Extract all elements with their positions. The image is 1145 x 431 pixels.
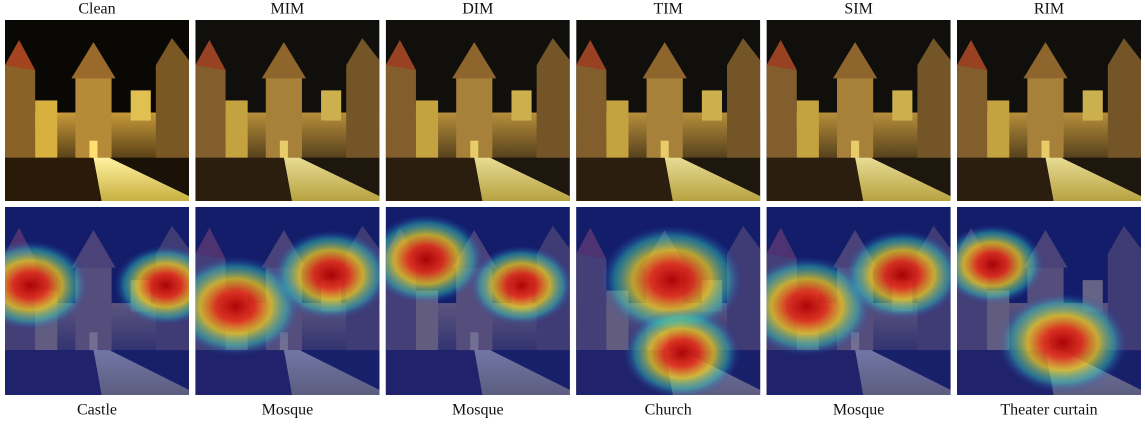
- page: Clean Castle MIM Mosque DIM Mosque TIM Church SI…: [0, 0, 1145, 426]
- predicted-label: Mosque: [833, 402, 885, 419]
- attention-heatmap: [940, 207, 1141, 395]
- column-title: RIM: [1034, 1, 1064, 18]
- predicted-label: Mosque: [452, 402, 504, 419]
- predicted-label: Castle: [77, 402, 117, 419]
- attention-heatmap: [368, 207, 574, 395]
- column-title: MIM: [271, 1, 305, 18]
- attention-heatmap: [576, 207, 760, 398]
- adversarial-image: [576, 20, 760, 201]
- adversarial-image: [957, 20, 1141, 201]
- attention-heatmap: [742, 207, 961, 395]
- column-title: DIM: [462, 1, 493, 18]
- figure: Clean Castle MIM Mosque DIM Mosque TIM Church SI…: [0, 0, 1145, 426]
- predicted-label: Church: [645, 402, 692, 419]
- adversarial-image: [386, 20, 570, 201]
- attention-heatmap: [171, 207, 390, 395]
- predicted-label: Theater curtain: [1000, 402, 1097, 419]
- column-title: TIM: [654, 1, 683, 18]
- adversarial-image: [767, 20, 951, 201]
- predicted-label: Mosque: [262, 402, 314, 419]
- adversarial-image: [195, 20, 379, 201]
- attention-heatmap: [0, 207, 218, 395]
- column-title: Clean: [78, 1, 115, 18]
- column-title: SIM: [844, 1, 872, 18]
- adversarial-image: [5, 20, 189, 201]
